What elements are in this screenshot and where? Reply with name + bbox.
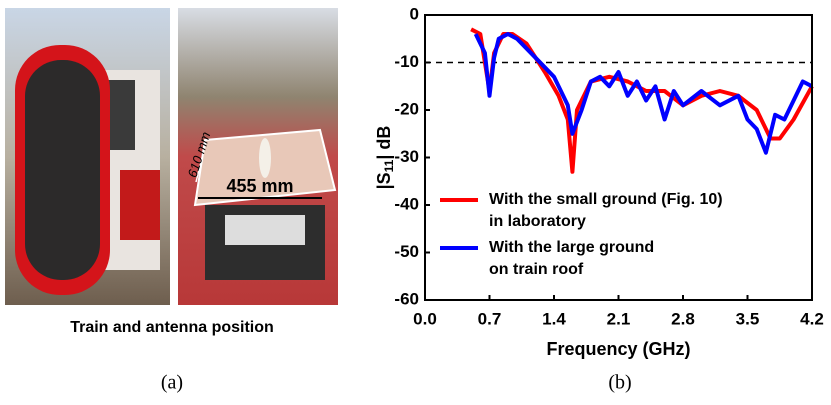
y-axis-label: |S11| dB: [374, 126, 396, 190]
y-tick-label: -20: [394, 99, 419, 118]
y-tick-label: -60: [394, 289, 419, 308]
x-tick-label: 1.4: [542, 309, 566, 328]
x-tick-label: 3.5: [736, 309, 760, 328]
legend-label: With the small ground (Fig. 10): [489, 191, 723, 208]
plot-frame: [424, 14, 813, 301]
series-line: [470, 27, 814, 174]
photo-train: [5, 8, 170, 305]
photo-label: 455 mm: [226, 176, 293, 196]
panel-caption: Train and antenna position: [70, 319, 274, 336]
legend-label: With the large ground: [489, 239, 654, 256]
y-tick-label: -30: [394, 147, 419, 166]
y-tick-label: -40: [394, 194, 419, 213]
legend-label: on train roof: [489, 261, 584, 278]
panel-label: (b): [608, 372, 631, 394]
series-line: [473, 32, 813, 155]
y-tick-label: -50: [394, 242, 419, 261]
photo-roof: 610 mm 455 mm: [178, 8, 338, 305]
x-tick-label: 4.2: [800, 309, 824, 328]
x-tick-label: 2.1: [607, 309, 631, 328]
x-axis-label: Frequency (GHz): [546, 339, 690, 359]
legend-label: in laboratory: [489, 213, 586, 230]
y-axis-label-part: 11: [382, 159, 396, 172]
x-tick-label: 2.8: [671, 309, 695, 328]
y-tick-label: 0: [410, 4, 419, 23]
chart: 0 -10 -20 -30 -40 -50 -600.0 0.7 1.4 2.1 2.8 3.5 4.2…: [374, 4, 824, 358]
y-axis-label-part: | dB: [374, 126, 394, 160]
y-axis-label-part: |S: [374, 172, 394, 189]
panel-label: (a): [161, 372, 183, 394]
x-tick-label: 0.7: [478, 309, 502, 328]
y-tick-label: -10: [394, 52, 419, 71]
x-tick-label: 0.0: [413, 309, 437, 328]
